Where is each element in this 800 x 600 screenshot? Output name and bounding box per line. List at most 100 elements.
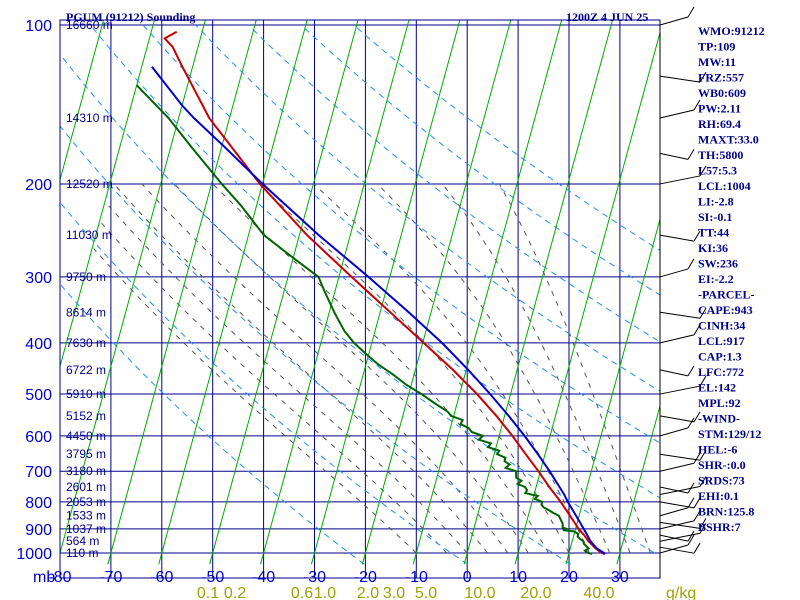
index-11: LI:-2.8 [698,195,734,209]
moist-adiabat--10 [93,248,417,554]
mixing-ratio-label-2: 0.6 [291,585,313,600]
wind-barb-400 [659,334,695,344]
index-32: BSHR:7 [698,520,741,534]
pressure-label-600: 600 [25,429,52,446]
wind-barb-800 [659,501,695,509]
pressure-label-400: 400 [25,336,52,353]
height-label-800: 2053 m [66,495,106,509]
index-13: TT:44 [698,226,729,240]
mixing-ratio-labels: 0.1 0.2 0.6 1.0 2.0 3.0 5.0 10.0 20.0 40.0 [197,585,615,600]
pressure-label-300: 300 [25,270,52,287]
index-18: CAPE:943 [698,303,753,317]
moist-adiabat-28 [376,183,611,554]
dry-adiabat-290 [60,125,571,565]
wind-barb-flag-800 [693,497,701,509]
wind-barb-950 [659,532,701,542]
index-21: CAP:1.3 [698,350,742,364]
index-17: -PARCEL- [698,288,754,302]
height-label-400: 7630 m [66,336,106,350]
height-label-650: 3795 m [66,447,106,461]
height-label-850: 1533 m [66,509,106,523]
wind-barb-175 [659,152,689,160]
index-26: STM:129/12 [698,427,761,441]
wind-barb-200 [659,175,701,185]
index-1: TP:109 [698,40,735,54]
temp-label--80: -80 [48,569,71,586]
wind-barb-flag-400 [693,324,701,336]
wind-barb-flag-300 [687,258,695,270]
isotherm--70 [107,20,257,565]
wind-barb-925 [659,534,689,542]
wind-barb-125 [659,75,701,83]
temp-label-20: 20 [560,569,578,586]
pressure-label-500: 500 [25,387,52,404]
x-axis-unit: mb [33,569,55,586]
index-9: L57:5.3 [698,164,737,178]
moist-adiabats [93,183,651,554]
wind-barb-flag-1000 [687,534,695,546]
wind-barb-150 [659,109,695,119]
pressure-label-900: 900 [25,522,52,539]
wind-barb-250 [659,234,695,242]
index-12: SI:-0.1 [698,210,732,224]
height-label-100: 16660 m [66,18,113,32]
height-labels: 16660 m 14310 m 12520 m 11030 m 9750 m 8614 m… [66,18,113,560]
wind-barb-flag-900 [693,510,701,522]
temp-label--70: -70 [99,569,122,586]
dry-adiabat-390 [248,24,660,343]
temperature-axis-labels: -80 -70 -60 -50 -40 -30 -20 -10 0 10 20 30 [48,569,628,586]
wind-barb-flag-650 [699,449,707,461]
isotherm-20 [565,217,660,565]
temp-label--10: -10 [405,569,428,586]
wind-barb-flag-950 [699,522,707,534]
height-label-550: 5152 m [66,409,106,423]
index-4: WB0:609 [698,86,746,100]
wind-barb-flag-550 [693,411,701,423]
index-15: SW:236 [698,257,738,271]
isotherm-30 [616,404,660,565]
temp-label-30: 30 [611,569,629,586]
index-8: TH:5800 [698,148,743,162]
isotherm--10 [412,20,563,565]
height-label-150: 14310 m [66,111,113,125]
wind-barb-300 [659,268,689,278]
temp-label-0: 0 [463,569,472,586]
dry-adiabat-310 [60,53,660,557]
wind-barb-flag-175 [687,149,695,160]
height-label-200: 12520 m [66,177,113,191]
index-19: CINH:34 [698,319,745,333]
mixing-ratio-label-7: 10.0 [464,585,495,600]
wind-barb-450 [659,369,689,377]
wind-barb-100 [659,16,689,26]
wind-barb-flag-925 [687,530,695,542]
wind-barb-850 [659,507,689,517]
temp-label--50: -50 [201,569,224,586]
index-27: HEL:-6 [698,443,737,457]
height-label-300: 9750 m [66,270,106,284]
mixing-ratio-label-8: 20.0 [520,585,551,600]
index-22: LFC:772 [698,365,744,379]
wind-barb-column [659,6,707,578]
wind-barb-flag-600 [687,417,695,429]
height-label-450: 6722 m [66,363,106,377]
pressure-label-800: 800 [25,495,52,512]
wind-barb-500 [659,385,701,395]
mixing-ratio-label-0: 0.1 [197,585,219,600]
moist-adiabat-12 [174,183,529,554]
wind-barb-600 [659,427,689,437]
moist-adiabat--4 [99,220,448,554]
dry-adiabat-330 [89,24,660,499]
height-label-1000: 110 m [66,546,98,560]
wind-barb-550 [659,415,695,423]
index-28: SHR-:0.0 [698,458,746,472]
index-6: RH:69.4 [698,117,741,131]
mixing-ratio-label-1: 0.2 [224,585,246,600]
wind-barb-flag-975 [693,542,701,554]
wind-barb-flag-750 [687,482,695,494]
index-10: LCL:1004 [698,179,751,193]
index-14: KI:36 [698,241,728,255]
height-label-500: 5910 m [66,387,106,401]
